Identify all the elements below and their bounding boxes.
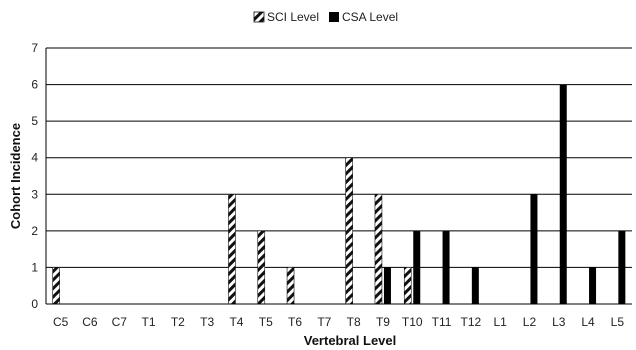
bar-csa-level [530, 194, 538, 304]
y-tick-label: 4 [31, 151, 38, 165]
bar-sci-level [345, 157, 353, 305]
y-tick-label: 3 [31, 187, 38, 201]
x-tick-labels: C5 C6 C7 T1 T2 T3 T4 T5 T6 T7 T8 T9 T10 T11 T12 L1 L2 L3 L… [53, 315, 624, 329]
gridlines [46, 47, 632, 268]
bar-sci-level [257, 230, 266, 305]
bar-csa-level [559, 84, 567, 304]
bar-csa-level [413, 230, 421, 304]
y-tick-label: 2 [31, 224, 38, 238]
bars [52, 84, 626, 305]
x-tick-label: L4 [581, 315, 595, 329]
y-tick-label: 5 [31, 114, 38, 128]
x-tick-label: T6 [288, 315, 302, 329]
legend: SCI Level CSA Level [253, 10, 398, 24]
y-tick-label: 1 [31, 260, 38, 274]
x-tick-label: T7 [317, 315, 331, 329]
y-axis-title: Cohort Incidence [8, 123, 23, 229]
x-tick-label: T4 [229, 315, 243, 329]
bar-csa-level [471, 267, 479, 304]
y-tick-labels: 0 1 2 3 4 5 6 7 [31, 41, 38, 311]
legend-swatch-csa [329, 12, 339, 22]
x-tick-label: T5 [259, 315, 273, 329]
x-tick-label: C7 [112, 315, 128, 329]
bar-sci-level [374, 193, 383, 305]
bar-sci-level [403, 267, 412, 305]
y-tick-label: 0 [31, 297, 38, 311]
x-tick-label: T12 [461, 315, 482, 329]
x-tick-label: T11 [432, 315, 452, 329]
bar-sci-level [52, 267, 60, 305]
x-tick-label: T2 [171, 315, 185, 329]
y-tick-label: 6 [31, 78, 38, 92]
x-tick-label: T3 [200, 315, 214, 329]
bar-sci-level [286, 267, 295, 305]
bar-csa-level [589, 267, 597, 304]
bar-csa-level [383, 267, 391, 304]
legend-label-csa: CSA Level [342, 10, 398, 24]
x-tick-label: L2 [523, 315, 537, 329]
legend-swatch-sci [253, 11, 265, 23]
x-tick-label: L3 [552, 315, 566, 329]
x-tick-label: T9 [376, 315, 390, 329]
x-axis-title: Vertebral Level [304, 333, 397, 348]
x-tick-label: C6 [82, 315, 98, 329]
x-tick-label: T1 [142, 315, 156, 329]
x-tick-label: C5 [53, 315, 69, 329]
bar-csa-level [442, 230, 450, 304]
axes [45, 48, 632, 305]
bar-csa-level [618, 230, 626, 304]
y-tick-label: 7 [31, 41, 38, 55]
x-tick-label: L5 [611, 315, 625, 329]
x-tick-label: T8 [347, 315, 361, 329]
legend-label-sci: SCI Level [267, 10, 319, 24]
x-tick-label: T10 [402, 315, 423, 329]
bar-sci-level [228, 193, 236, 305]
x-tick-label: L1 [493, 315, 507, 329]
